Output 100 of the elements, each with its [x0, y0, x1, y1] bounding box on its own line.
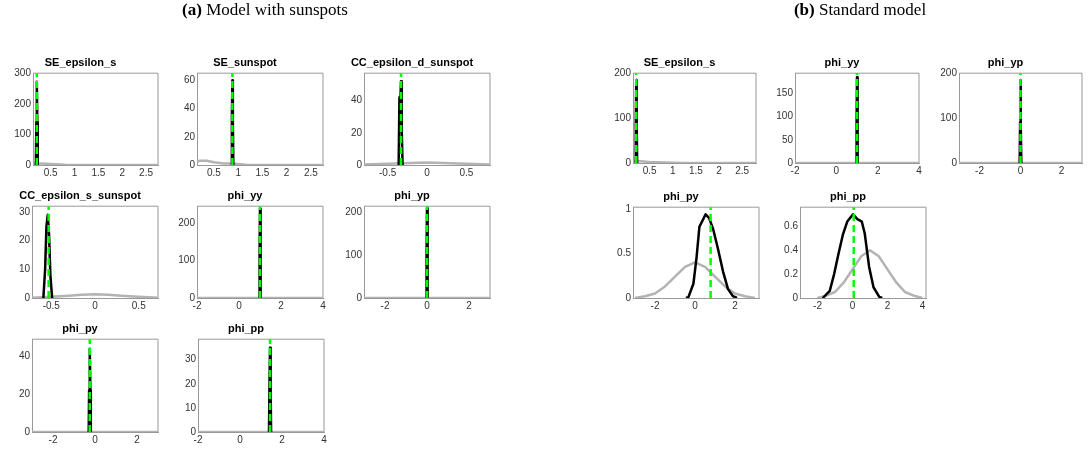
x-tick-label: 2	[119, 166, 126, 178]
x-tick-label: 0.5	[43, 166, 59, 178]
x-tick-label: 2	[278, 299, 285, 311]
chart-title: phi_yy	[824, 55, 861, 68]
y-tick-label: 10	[18, 263, 31, 275]
y-tick-label: 30	[18, 205, 31, 217]
y-tick-label: 200	[345, 206, 363, 218]
x-tick-label: 0	[849, 299, 856, 311]
y-tick-label: 300	[14, 66, 32, 78]
y-tick-label: 0	[356, 291, 363, 303]
y-tick-label: 0.6	[784, 220, 799, 232]
x-tick-label: 0.5	[459, 166, 474, 178]
chart-title: phi_pp	[227, 321, 265, 334]
x-tick-label: 4	[919, 299, 926, 311]
x-tick-label: 1.5	[255, 166, 270, 178]
x-tick-label: 2	[1058, 164, 1065, 176]
y-tick-label: 0.5	[617, 247, 632, 259]
x-tick-label: 2.5	[735, 164, 750, 176]
y-tick-label: 100	[614, 111, 632, 123]
chart-title: phi_pp	[829, 189, 867, 202]
y-tick-label: 100	[14, 128, 32, 140]
x-tick-label: 4	[321, 433, 328, 445]
y-tick-label: 0	[625, 156, 632, 168]
y-tick-label: 100	[178, 254, 196, 266]
y-tick-label: 20	[18, 387, 31, 399]
chart-title: phi_yp	[987, 55, 1024, 68]
x-tick-label: -2	[813, 299, 823, 311]
x-tick-label: 2.5	[139, 166, 154, 178]
y-tick-label: 50	[781, 133, 794, 145]
x-tick-label: 0	[424, 299, 431, 311]
y-tick-label: 100	[776, 110, 794, 122]
x-tick-label: 0	[833, 164, 840, 176]
y-tick-label: 0.4	[784, 243, 799, 255]
y-tick-label: 200	[940, 66, 958, 78]
y-tick-label: 40	[183, 102, 196, 114]
chart-title: SE_sunspot	[213, 55, 278, 68]
chart-title: CC_epsilon_d_sunspot	[350, 55, 474, 68]
chart-title: CC_epsilon_s_sunspot	[19, 188, 142, 201]
y-tick-label: 100	[345, 249, 363, 261]
x-tick-label: 2	[283, 166, 290, 178]
text: (b) Standard model	[793, 0, 927, 20]
x-tick-label: 0	[692, 299, 699, 311]
x-tick-label: 0	[236, 299, 243, 311]
y-tick-label: 0	[792, 291, 799, 303]
x-tick-label: -2	[650, 299, 660, 311]
y-tick-label: 40	[18, 349, 31, 361]
chart-title: SE_epsilon_s	[643, 55, 716, 68]
y-tick-label: 60	[183, 74, 196, 86]
y-tick-label: 10	[184, 401, 197, 413]
chart-title: phi_py	[62, 321, 99, 334]
y-tick-label: 0	[24, 425, 31, 437]
x-tick-label: 2	[732, 299, 739, 311]
y-tick-label: 30	[184, 353, 197, 365]
y-tick-label: 40	[350, 94, 363, 106]
y-tick-label: 1	[625, 202, 632, 214]
x-tick-label: 1.5	[91, 166, 106, 178]
x-tick-label: 0	[92, 299, 99, 311]
y-tick-label: 20	[18, 234, 31, 246]
y-tick-label: 20	[184, 377, 197, 389]
x-tick-label: -0.5	[379, 166, 397, 178]
x-tick-label: 2	[874, 164, 881, 176]
chart-title: SE_epsilon_s	[44, 55, 117, 68]
x-tick-label: 1	[71, 166, 78, 178]
x-tick-label: 0.5	[131, 299, 147, 311]
y-tick-label: 100	[940, 111, 958, 123]
x-tick-label: 1.5	[688, 164, 704, 176]
y-tick-label: 200	[178, 216, 196, 228]
x-tick-label: 0.5	[207, 166, 222, 178]
chart-title: phi_yp	[394, 188, 430, 201]
x-tick-label: 2	[716, 164, 723, 176]
y-tick-label: 0	[625, 291, 632, 303]
text: (a) Model with sunspots	[182, 0, 348, 20]
y-tick-label: 20	[183, 130, 196, 142]
y-tick-label: 20	[350, 126, 363, 138]
y-tick-label: 150	[776, 87, 794, 99]
x-tick-label: 2	[884, 299, 891, 311]
x-tick-label: 0	[237, 433, 244, 445]
y-tick-label: 200	[14, 97, 32, 109]
x-tick-label: 2.5	[303, 166, 319, 178]
x-tick-label: 0	[1017, 164, 1024, 176]
x-tick-label: 2	[466, 299, 473, 311]
y-tick-label: 0	[24, 291, 31, 303]
x-tick-label: 1	[669, 164, 676, 176]
x-tick-label: 4	[916, 164, 923, 176]
chart-title: phi_py	[663, 189, 700, 202]
chart-title: phi_yy	[227, 188, 264, 201]
x-tick-label: -2	[380, 299, 390, 311]
x-tick-label: 1	[235, 166, 242, 178]
x-tick-label: -0.5	[42, 299, 61, 311]
y-tick-label: 0.2	[784, 267, 799, 279]
x-tick-label: 4	[320, 299, 327, 311]
y-tick-label: 0	[951, 156, 958, 168]
x-tick-label: 2	[134, 433, 141, 445]
x-tick-label: -2	[975, 164, 985, 176]
x-tick-label: -2	[48, 433, 58, 445]
x-tick-label: 2	[279, 433, 286, 445]
x-tick-label: 0	[424, 166, 431, 178]
y-tick-label: 200	[614, 66, 632, 78]
x-tick-label: 0.5	[642, 164, 658, 176]
x-tick-label: 0	[92, 433, 99, 445]
